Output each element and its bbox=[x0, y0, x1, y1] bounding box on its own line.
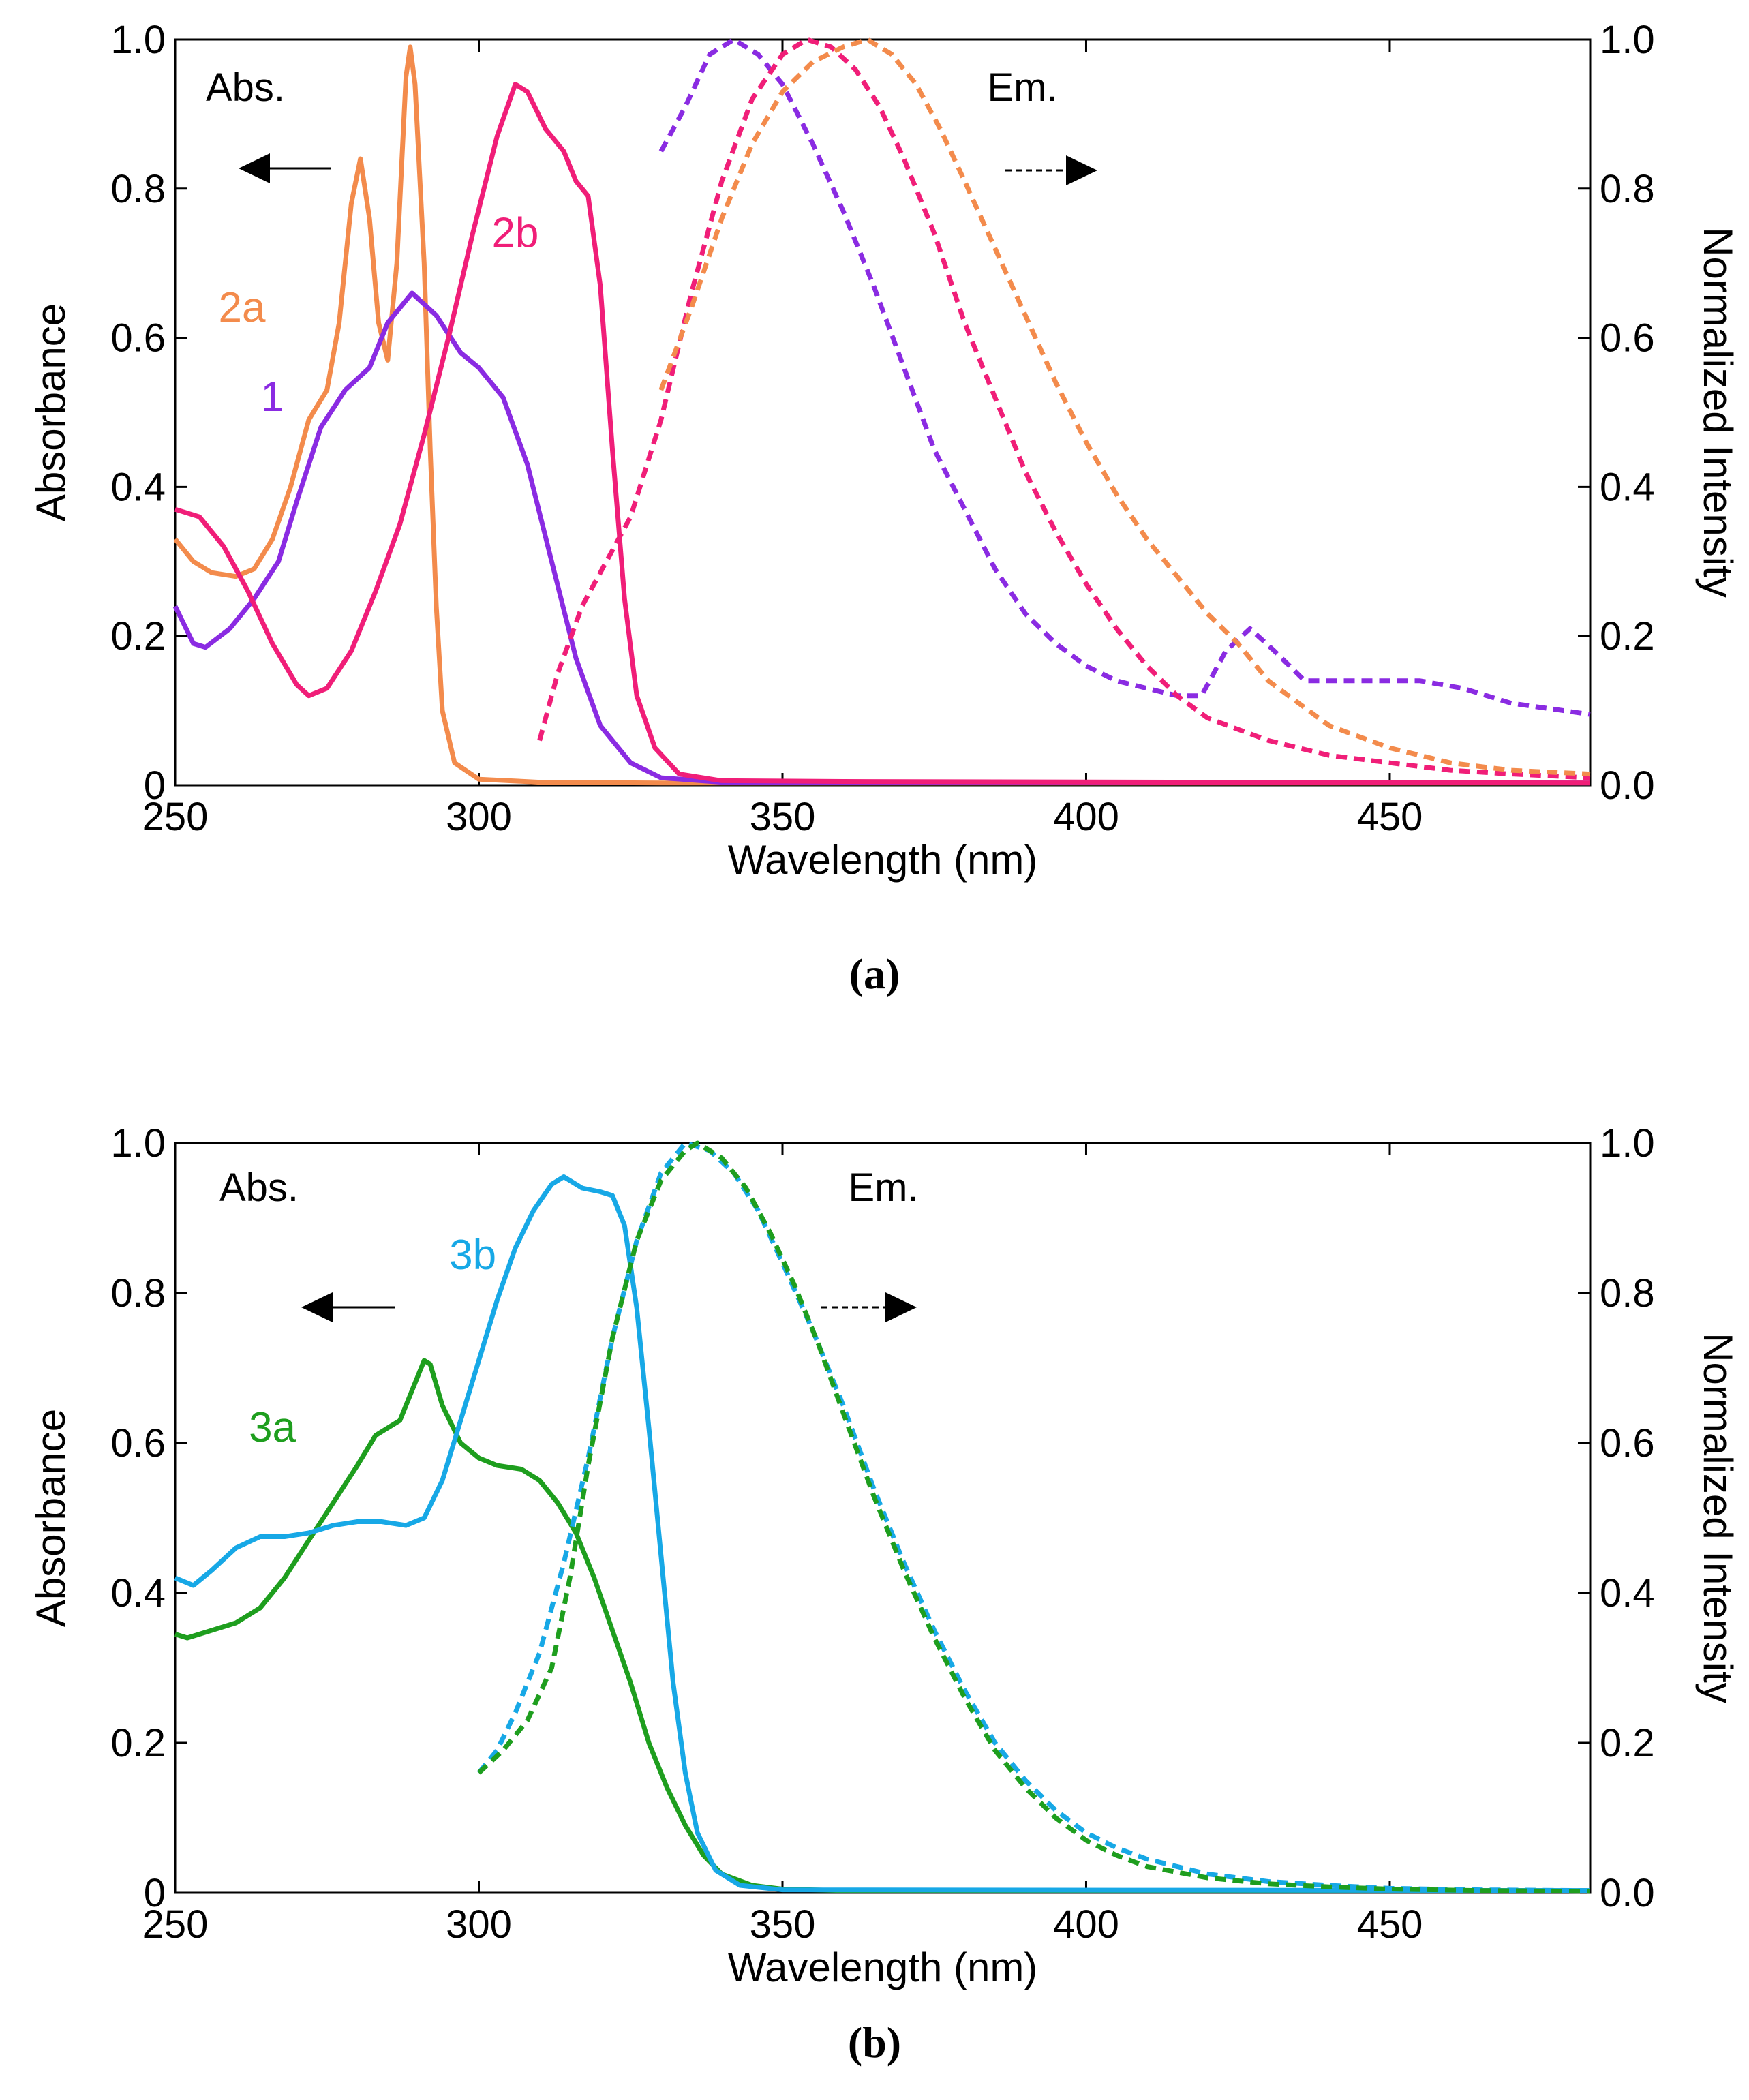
panel-b-x-axis-title: Wavelength (nm) bbox=[728, 1945, 1038, 1990]
panel-a-y-tick-label: 0.6 bbox=[110, 316, 166, 361]
panel-a-em-label: Em. bbox=[987, 65, 1057, 110]
panel-b-y2-tick-label: 0.6 bbox=[1600, 1421, 1655, 1465]
panel-a-series-label: 2b bbox=[491, 209, 538, 256]
panel-b-y-axis-title: Absorbance bbox=[28, 1409, 74, 1627]
panel-a-y-tick-label: 0 bbox=[144, 763, 166, 808]
panel-b-series-3b bbox=[174, 1174, 1591, 1893]
panel-b-series-3a-em bbox=[477, 1140, 1591, 1894]
panel-a-plot-frame bbox=[174, 38, 1592, 787]
panel-a-series-label: 2a bbox=[219, 284, 266, 331]
panel-b-abs-arrowhead bbox=[301, 1292, 333, 1322]
panel-a-series-2a bbox=[173, 44, 1590, 786]
panel-a-series-2b bbox=[174, 82, 1591, 786]
panel-b-abs-label: Abs. bbox=[219, 1166, 299, 1210]
panel-b-series-3b-em bbox=[476, 1140, 1591, 1893]
panel-a-abs-arrowhead bbox=[239, 153, 270, 183]
panel-a-series-1-em bbox=[658, 37, 1591, 717]
panel-b-y2-tick-label: 1.0 bbox=[1600, 1121, 1655, 1166]
panel-b-x-tick-label: 250 bbox=[142, 1902, 209, 1947]
panel-a-y-tick-label: 0.8 bbox=[110, 167, 166, 211]
panel-b-y-tick-label: 0 bbox=[144, 1871, 166, 1915]
panel-a-series-1 bbox=[172, 290, 1591, 786]
panel-b-x-tick-label: 350 bbox=[750, 1902, 816, 1947]
panel-b-x-tick-label: 400 bbox=[1053, 1902, 1119, 1947]
panel-b-x-tick-label: 300 bbox=[446, 1902, 512, 1947]
panel-b-y-tick-label: 0.8 bbox=[110, 1271, 166, 1315]
panel-a-series-2a-em bbox=[658, 37, 1591, 777]
panel-b-x-tick-label: 450 bbox=[1357, 1902, 1423, 1947]
panel-a-chart: 250 300 350 400 450 0 0.2 0.4 0.6 0.8 1.0 0.0 0.2 0.4… bbox=[28, 18, 1741, 998]
panel-b-y-tick-label: 0.2 bbox=[110, 1721, 166, 1765]
panel-a-y2-tick-label: 0.6 bbox=[1600, 316, 1655, 361]
panel-a-x-axis-title: Wavelength (nm) bbox=[728, 837, 1038, 883]
panel-a-y2-tick-label: 0.4 bbox=[1600, 465, 1655, 509]
panel-b-series-3a bbox=[174, 1358, 1590, 1893]
panel-a-x-tick-label: 450 bbox=[1357, 795, 1423, 839]
panel-a-abs-label: Abs. bbox=[206, 65, 285, 110]
panel-b-y-tick-label: 1.0 bbox=[110, 1121, 166, 1166]
panel-a-x-tick-label: 300 bbox=[446, 795, 512, 839]
panel-b-chart: 250 300 350 400 450 0 0.2 0.4 0.6 0.8 1.0 0.0 0.2 0.4… bbox=[28, 1121, 1741, 2067]
panel-a-y-tick-label: 0.4 bbox=[110, 465, 166, 509]
panel-a-em-arrowhead bbox=[1066, 155, 1097, 185]
panel-b-y2-axis-title: Normalized Intensity bbox=[1695, 1333, 1741, 1703]
panel-a-y2-tick-label: 1.0 bbox=[1600, 18, 1655, 62]
panel-a-y2-tick-label: 0.8 bbox=[1600, 167, 1655, 211]
panel-b-y-tick-label: 0.4 bbox=[110, 1571, 166, 1615]
panel-a-series-2b-em bbox=[537, 37, 1591, 780]
panel-b-y2-tick-label: 0.2 bbox=[1600, 1721, 1655, 1765]
panel-a-series-label: 1 bbox=[260, 374, 284, 421]
panel-a-y-axis-title: Absorbance bbox=[28, 303, 74, 521]
panel-b-y2-tick-label: 0.8 bbox=[1600, 1271, 1655, 1315]
panel-b-em-label: Em. bbox=[848, 1166, 918, 1210]
panel-a-x-tick-label: 400 bbox=[1053, 795, 1119, 839]
panel-a-x-tick-label: 350 bbox=[750, 795, 816, 839]
panel-b-y2-tick-label: 0.4 bbox=[1600, 1571, 1655, 1615]
panel-b-y-tick-label: 0.6 bbox=[110, 1421, 166, 1465]
panel-a-y-tick-label: 0.2 bbox=[110, 614, 166, 658]
panel-a-panel-label: (a) bbox=[849, 949, 900, 998]
panel-a-y2-tick-label: 0.0 bbox=[1600, 763, 1655, 808]
panel-a-y2-tick-label: 0.2 bbox=[1600, 614, 1655, 658]
panel-b-y2-tick-label: 0.0 bbox=[1600, 1871, 1655, 1915]
panel-a-y2-axis-title: Normalized Intensity bbox=[1695, 227, 1741, 598]
panel-a-x-tick-label: 250 bbox=[142, 795, 209, 839]
panel-b-panel-label: (b) bbox=[848, 2018, 901, 2067]
panel-b-series-label: 3a bbox=[249, 1404, 296, 1451]
panel-b-em-arrowhead bbox=[885, 1292, 917, 1322]
panel-a-y-tick-label: 1.0 bbox=[110, 18, 166, 62]
panel-b-series-label: 3b bbox=[449, 1232, 496, 1279]
